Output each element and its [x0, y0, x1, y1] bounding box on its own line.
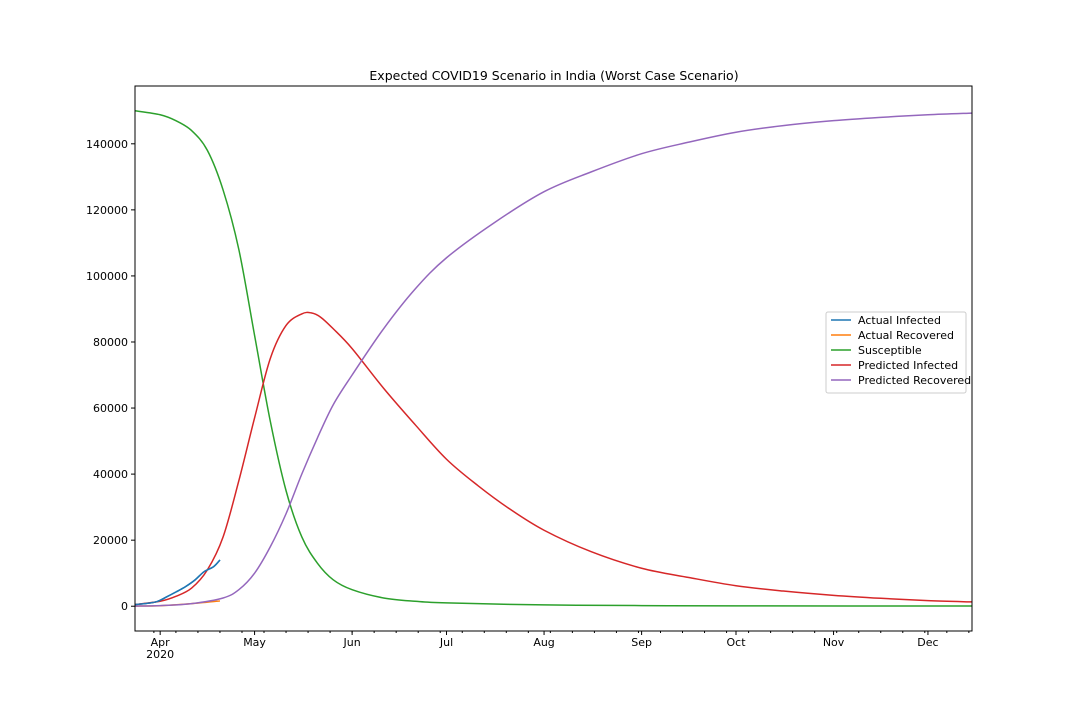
x-tick-label: Jun: [343, 636, 361, 649]
x-tick-label: May: [243, 636, 266, 649]
series-line-predicted-infected: [134, 311, 973, 606]
series-layer: [134, 110, 973, 607]
y-tick-label: 40000: [93, 468, 128, 481]
series-line-actual-infected-top: [134, 559, 221, 606]
y-axis: 0 20000 40000 60000 80000 100000 120000 140000: [86, 138, 135, 613]
y-tick-label: 60000: [93, 402, 128, 415]
plot-frame: [134, 85, 973, 632]
series-line-actual-infected: [134, 559, 221, 606]
legend-label: Susceptible: [858, 344, 922, 357]
x-tick-label: Oct: [726, 636, 746, 649]
legend: Actual Infected Actual Recovered Susceptib…: [825, 311, 971, 394]
legend-label: Predicted Recovered: [858, 374, 971, 387]
x-tick-label: Dec: [917, 636, 938, 649]
x-tick-label: Aug: [533, 636, 554, 649]
legend-label: Actual Recovered: [858, 329, 954, 342]
x-tick-sublabel: 2020: [146, 648, 174, 661]
y-tick-label: 20000: [93, 534, 128, 547]
y-tick-label: 100000: [86, 270, 128, 283]
legend-label: Predicted Infected: [858, 359, 958, 372]
x-tick-label: Sep: [631, 636, 652, 649]
x-tick-label: Apr: [151, 636, 171, 649]
legend-label: Actual Infected: [858, 314, 941, 327]
legend-box: [825, 311, 967, 394]
y-tick-label: 0: [121, 600, 128, 613]
y-tick-label: 140000: [86, 138, 128, 151]
y-tick-label: 120000: [86, 204, 128, 217]
x-tick-label: Jul: [439, 636, 453, 649]
series-line-susceptible: [134, 110, 973, 607]
x-tick-label: Nov: [823, 636, 845, 649]
series-line-predicted-recovered: [134, 112, 973, 607]
chart-title: Expected COVID19 Scenario in India (Wors…: [369, 68, 738, 83]
y-tick-label: 80000: [93, 336, 128, 349]
